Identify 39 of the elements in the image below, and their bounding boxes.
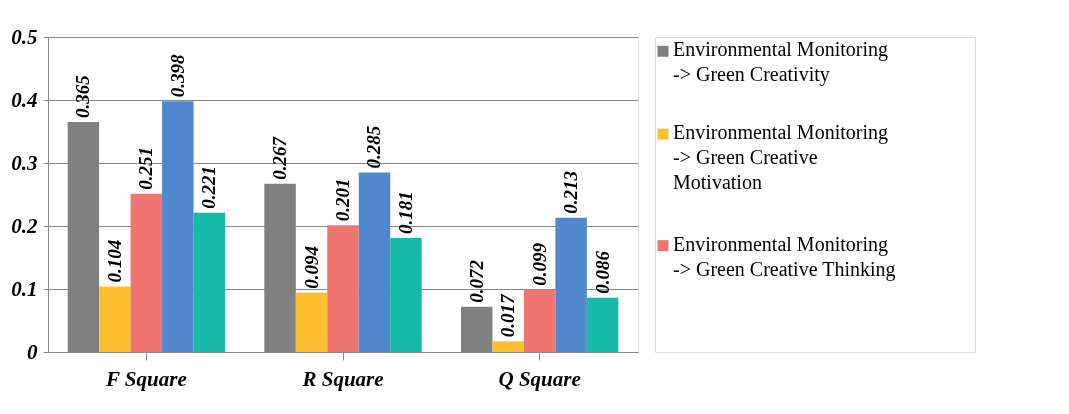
y-tick-label: 0.1 [11, 276, 38, 301]
legend-label: Environmental Monitoring -> Green Creative Motivation [673, 121, 888, 194]
data-label: 0.213 [560, 171, 582, 214]
data-label: 0.099 [528, 242, 550, 286]
bar [555, 217, 587, 352]
data-label: 0.398 [166, 54, 188, 98]
data-label: 0.086 [591, 250, 613, 294]
y-tick-label: 0.2 [11, 213, 38, 238]
y-tick-label: 0.4 [11, 87, 38, 112]
bar [99, 286, 131, 352]
bar [492, 341, 524, 352]
y-tick-label: 0.3 [11, 150, 38, 175]
bar [327, 225, 359, 352]
data-label: 0.285 [363, 125, 385, 169]
legend-label: Environmental Monitoring -> Green Creative Thinking [673, 232, 896, 281]
data-label: 0.221 [198, 166, 220, 209]
legend-label: Environmental Monitoring -> Green Creativity [673, 38, 888, 87]
data-label: 0.267 [269, 135, 291, 180]
y-tick-label: 0 [27, 339, 38, 364]
y-tick-label: 0.5 [11, 24, 38, 49]
bar [295, 292, 328, 352]
bar [193, 212, 225, 352]
bar [162, 101, 194, 352]
data-label: 0.072 [465, 259, 487, 303]
x-tick-label: Q Square [498, 366, 581, 391]
bar [586, 297, 619, 352]
data-label: 0.181 [394, 191, 416, 234]
bar [390, 237, 422, 352]
data-label: 0.365 [72, 74, 94, 119]
data-label: 0.094 [300, 246, 322, 289]
bar [523, 289, 556, 352]
x-tick-label: R Square [301, 366, 384, 391]
data-label: 0.104 [103, 239, 125, 283]
bar [130, 193, 163, 352]
x-tick-label: F Square [104, 366, 187, 391]
data-label: 0.201 [332, 178, 353, 222]
data-label: 0.251 [135, 147, 157, 190]
data-label: 0.017 [497, 293, 519, 338]
bar [358, 172, 391, 352]
